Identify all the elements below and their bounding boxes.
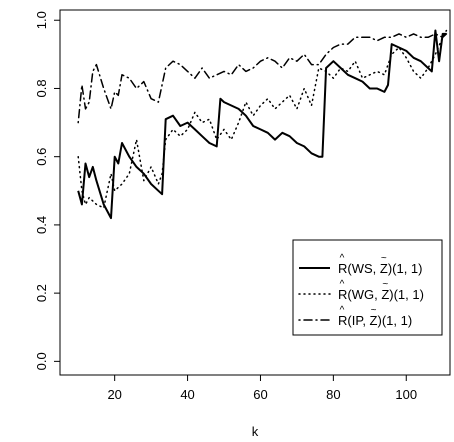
legend-tilde-accent: ~	[381, 253, 387, 264]
legend-hat-accent: ^	[340, 305, 345, 316]
x-axis-title: k	[252, 424, 259, 439]
legend-hat-accent: ^	[340, 279, 345, 290]
legend: R(WS, Z)(1, 1)^ ~R(WG, Z)(1, 1)^ ~R(IP, Z)…	[293, 240, 442, 335]
y-tick-label: 0.2	[34, 284, 49, 302]
y-tick-label: 0.0	[34, 352, 49, 370]
legend-label: R(WG, Z)(1, 1)	[338, 287, 424, 302]
x-tick-label: 20	[107, 387, 121, 402]
x-tick-label: 60	[253, 387, 267, 402]
x-tick-label: 40	[180, 387, 194, 402]
y-tick-label: 0.6	[34, 148, 49, 166]
y-tick-label: 1.0	[34, 11, 49, 29]
x-tick-label: 100	[395, 387, 417, 402]
y-axis: 0.0 0.2 0.4 0.6 0.8 1.0	[34, 11, 60, 370]
series-wg-line	[78, 31, 446, 208]
x-tick-label: 80	[326, 387, 340, 402]
legend-tilde-accent: ~	[382, 279, 388, 290]
y-tick-label: 0.8	[34, 79, 49, 97]
series-layer	[78, 31, 446, 219]
series-ws-line	[78, 31, 446, 219]
y-tick-label: 0.4	[34, 216, 49, 234]
legend-tilde-accent: ~	[371, 305, 377, 316]
x-axis: 20 40 60 80 100	[107, 375, 417, 402]
legend-hat-accent: ^	[340, 253, 345, 264]
